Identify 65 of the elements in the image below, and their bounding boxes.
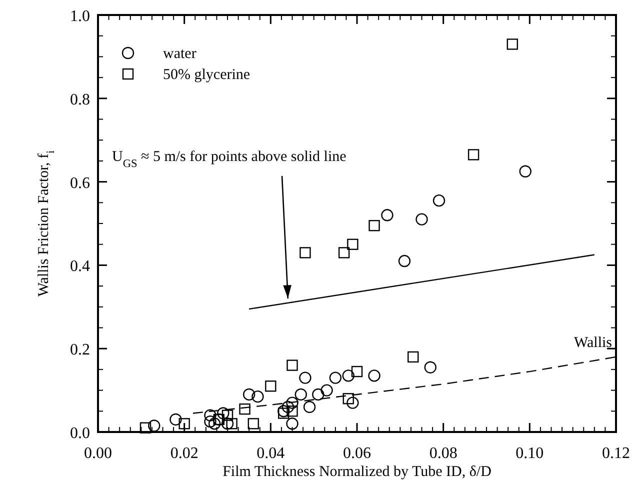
y-tick-label: 0.4	[70, 258, 90, 276]
point	[278, 408, 290, 419]
x-tick-label: 0.04	[256, 445, 285, 462]
point	[368, 220, 380, 232]
annotation: U$_{GS}$ ≈ 5 m/s for points above solid line	[112, 148, 347, 170]
point	[248, 418, 259, 430]
point	[178, 418, 190, 430]
point	[329, 372, 342, 384]
point	[282, 400, 294, 414]
point	[294, 388, 307, 401]
point	[416, 213, 428, 226]
point	[226, 418, 238, 430]
point	[204, 409, 216, 422]
point	[312, 388, 324, 401]
point	[300, 247, 311, 258]
point	[208, 418, 221, 430]
point	[320, 384, 333, 396]
y-tick-label: 0.8	[70, 91, 90, 108]
point	[265, 380, 276, 392]
point	[506, 38, 518, 50]
point	[338, 247, 350, 258]
y-tick-label: 1.0	[70, 8, 90, 25]
y-tick-label: 0.0	[70, 425, 90, 442]
point	[221, 418, 234, 430]
point	[286, 406, 298, 417]
series-label: Wallis	[574, 334, 612, 351]
point	[303, 400, 316, 414]
point	[239, 403, 250, 415]
point	[408, 351, 419, 363]
y-tick-label: 0.6	[70, 174, 90, 192]
point	[342, 393, 354, 404]
point	[286, 418, 298, 430]
x-axis-title: Film Thickness Normalized by Tube ID, δ/D	[222, 464, 492, 480]
point	[381, 209, 394, 222]
x-tick-label: 0.08	[429, 445, 458, 462]
point	[299, 372, 312, 384]
point	[278, 405, 290, 418]
x-tick-label: 0.10	[516, 445, 544, 462]
point	[222, 410, 234, 421]
point	[368, 370, 380, 382]
x-tick-label: 0.06	[343, 445, 371, 462]
point	[286, 396, 298, 409]
point	[468, 149, 480, 160]
x-tick-label: 0.02	[170, 445, 198, 462]
point	[347, 238, 358, 250]
point	[252, 390, 264, 403]
point	[432, 194, 446, 207]
point	[519, 165, 532, 178]
point	[286, 360, 298, 371]
y-tick-label: 0.2	[70, 342, 90, 359]
point	[398, 254, 411, 268]
x-tick-label: 0.12	[602, 445, 630, 462]
point	[342, 370, 354, 382]
x-tick-label: 0.00	[84, 445, 112, 462]
point	[140, 422, 152, 434]
point	[204, 415, 216, 428]
legend-label: water	[163, 46, 196, 62]
point	[217, 407, 230, 420]
point	[242, 388, 256, 401]
point	[351, 366, 363, 378]
legend-label: 50% glycerine	[163, 67, 250, 83]
point	[170, 413, 182, 426]
point	[424, 361, 436, 374]
point	[148, 420, 160, 432]
point	[346, 396, 359, 409]
